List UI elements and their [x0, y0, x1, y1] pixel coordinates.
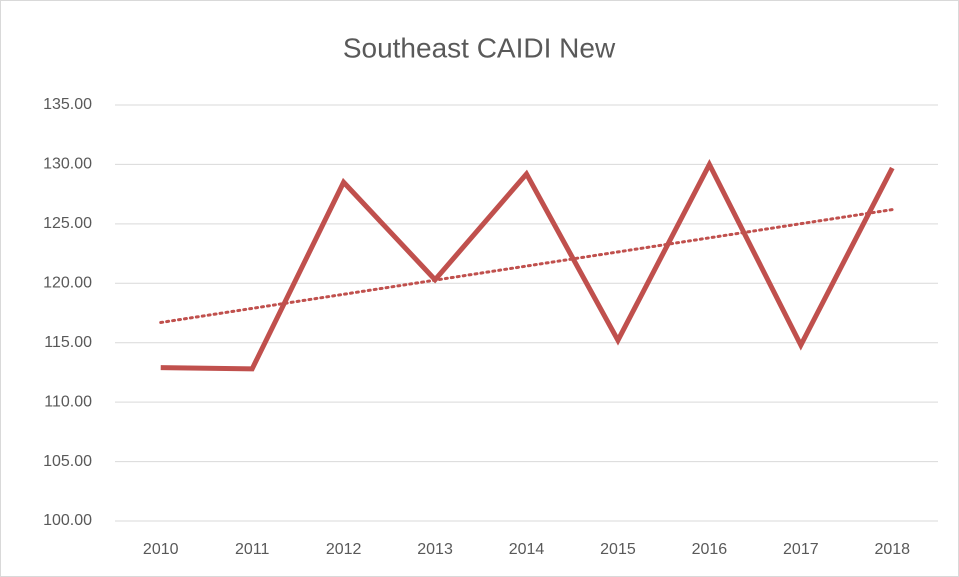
- y-tick-label: 100.00: [43, 512, 92, 529]
- x-tick-label: 2010: [143, 541, 179, 558]
- y-tick-label: 120.00: [43, 275, 92, 292]
- x-tick-label: 2016: [692, 541, 728, 558]
- y-tick-label: 110.00: [44, 393, 92, 410]
- y-tick-label: 130.00: [43, 156, 92, 173]
- x-tick-label: 2017: [783, 541, 819, 558]
- chart-title: Southeast CAIDI New: [343, 32, 616, 63]
- x-tick-label: 2015: [600, 541, 636, 558]
- y-tick-label: 125.00: [43, 215, 92, 232]
- data-line: [160, 158, 895, 372]
- x-tick-label: 2014: [509, 541, 545, 558]
- trendline: [159, 208, 894, 325]
- y-tick-label: 135.00: [43, 96, 92, 113]
- x-tick-label: 2018: [874, 541, 910, 558]
- y-tick-label: 115.00: [44, 334, 92, 351]
- x-tick-label: 2013: [417, 541, 453, 558]
- y-tick-label: 105.00: [43, 453, 92, 470]
- x-tick-label: 2012: [326, 541, 362, 558]
- x-tick-label: 2011: [235, 541, 270, 558]
